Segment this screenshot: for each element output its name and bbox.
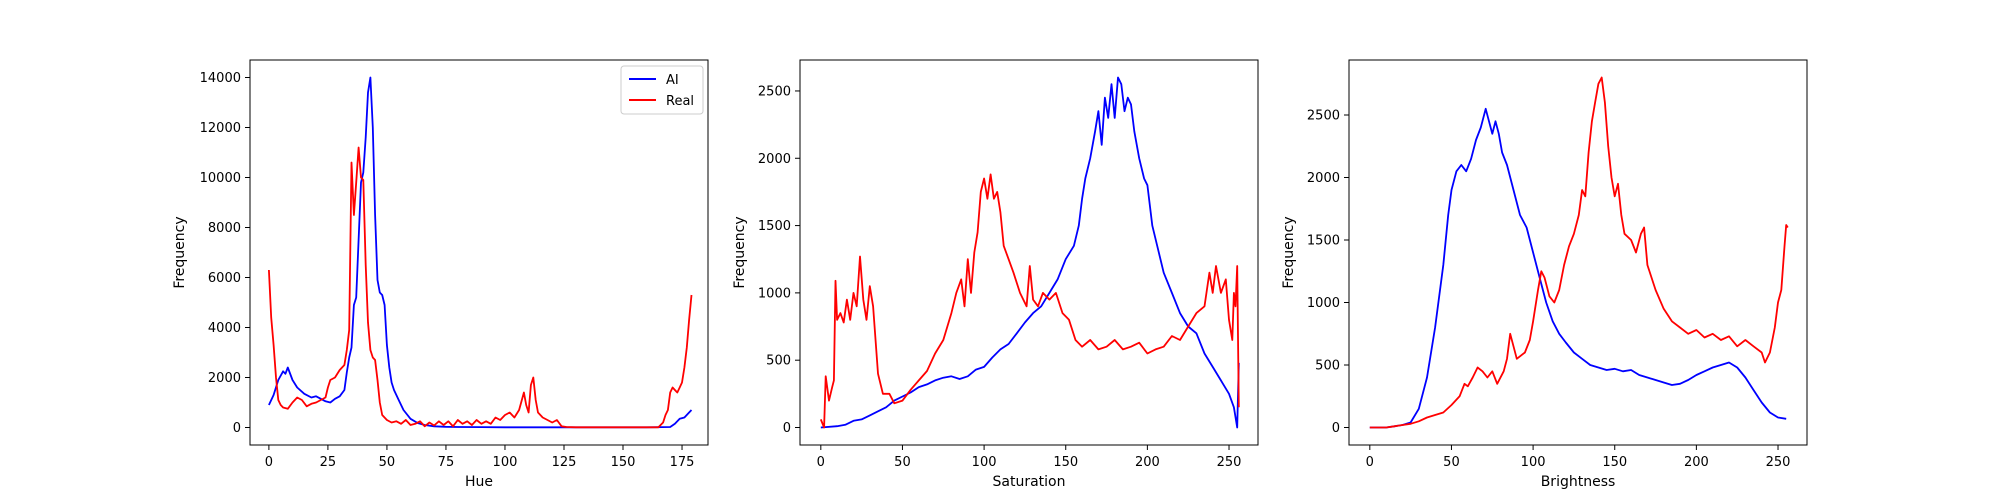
saturation-y-tick-label: 1500 [758,219,791,234]
hue-x-tick-label: 125 [552,455,577,470]
hue-x-tick-label: 175 [670,455,695,470]
hue-x-axis-label: Hue [465,474,493,490]
hue-y-axis-label: Frequency [172,216,188,288]
brightness-lines [1369,76,1789,429]
brightness-x-axis-label: Brightness [1541,474,1616,490]
saturation-x-tick-label: 100 [972,455,997,470]
brightness-x-tick-label: 250 [1766,455,1791,470]
saturation-y-tick-label: 1000 [758,286,791,301]
brightness-y-tick-label: 2500 [1307,109,1340,124]
hue-x-tick-label: 100 [493,455,518,470]
brightness-x-tick-label: 200 [1684,455,1709,470]
brightness-ai-line [1369,107,1787,429]
saturation-axes-frame [799,59,1259,446]
brightness-axes-frame [1348,59,1808,446]
saturation-y-tick-label: 0 [783,421,791,436]
legend-real-label: Real [666,94,694,109]
saturation-x-tick-label: 200 [1135,455,1160,470]
hue-y-tick-label: 14000 [200,71,241,86]
hue-panel: 0 25 50 75 100 125 150 175 0 2000 4000 6000 8000 1000… [172,59,709,490]
brightness-y-tick-label: 0 [1332,421,1340,436]
saturation-x-tick-label: 250 [1217,455,1242,470]
hue-x-tick-label: 150 [611,455,636,470]
saturation-lines [819,76,1240,429]
hue-x-tick-label: 50 [379,455,396,470]
saturation-ai-line [820,76,1240,429]
hue-y-tick-label: 4000 [208,321,241,336]
hue-ticks: 0 25 50 75 100 125 150 175 0 2000 4000 6000 8000 1000… [200,71,695,470]
saturation-x-axis-label: Saturation [993,474,1066,490]
saturation-y-tick-label: 2000 [758,152,791,167]
brightness-y-tick-label: 500 [1315,359,1340,374]
brightness-real-line [1369,76,1789,429]
brightness-y-tick-label: 1000 [1307,296,1340,311]
brightness-y-tick-label: 1500 [1307,234,1340,249]
legend: AI Real [620,65,704,115]
brightness-x-tick-label: 50 [1443,455,1460,470]
saturation-x-tick-label: 150 [1053,455,1078,470]
hue-ai-line [268,76,693,429]
brightness-x-tick-label: 150 [1602,455,1627,470]
hue-axes-frame [249,59,709,446]
hue-real-line [268,146,693,429]
saturation-x-tick-label: 50 [894,455,911,470]
brightness-x-tick-label: 100 [1521,455,1546,470]
saturation-y-tick-label: 500 [766,354,791,369]
brightness-y-axis-label: Frequency [1281,216,1297,288]
hue-lines [268,76,693,429]
saturation-x-tick-label: 0 [817,455,825,470]
legend-ai-label: AI [666,73,679,88]
saturation-y-tick-label: 2500 [758,84,791,99]
brightness-x-tick-label: 0 [1366,455,1374,470]
hue-y-tick-label: 2000 [208,371,241,386]
saturation-real-line [819,173,1240,429]
hue-y-tick-label: 0 [233,421,241,436]
hue-y-tick-label: 12000 [200,121,241,136]
hue-x-tick-label: 75 [438,455,455,470]
hue-y-tick-label: 6000 [208,271,241,286]
brightness-y-tick-label: 2000 [1307,171,1340,186]
hue-x-tick-label: 25 [320,455,337,470]
saturation-y-axis-label: Frequency [732,216,748,288]
hue-y-tick-label: 10000 [200,171,241,186]
hue-x-tick-label: 0 [265,455,273,470]
hue-y-tick-label: 8000 [208,221,241,236]
